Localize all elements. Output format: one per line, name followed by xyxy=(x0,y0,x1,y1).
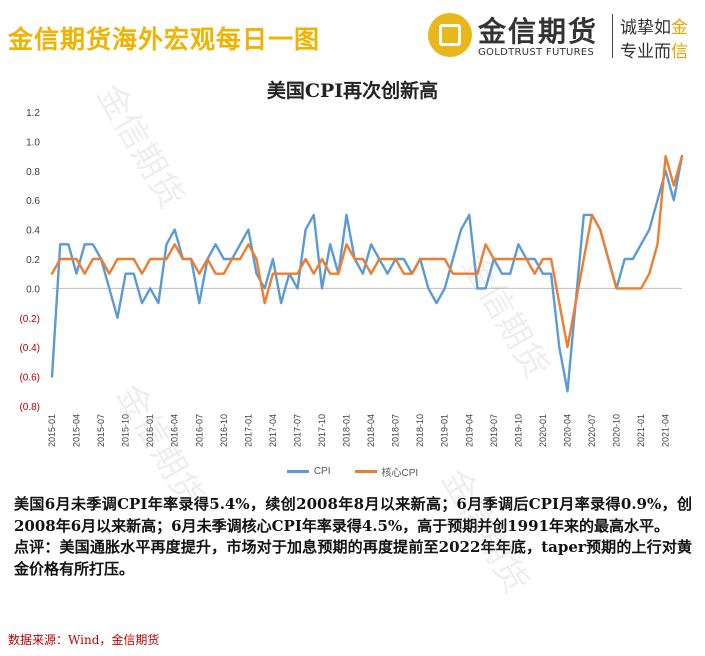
x-tick-label: 2017-10 xyxy=(317,414,327,447)
y-tick-label: (0.4) xyxy=(19,343,40,354)
x-tick-label: 2015-07 xyxy=(96,414,106,447)
x-tick-label: 2019-04 xyxy=(464,414,474,447)
core-cpi-series-line xyxy=(50,154,684,349)
x-tick-label: 2017-04 xyxy=(268,414,278,447)
logo-english-name: GOLDTRUST FUTURES xyxy=(478,47,595,58)
x-tick-label: 2019-01 xyxy=(440,414,450,447)
x-tick-label: 2021-04 xyxy=(661,414,671,447)
x-tick-label: 2016-10 xyxy=(219,414,229,447)
y-tick-label: 0.2 xyxy=(26,255,40,266)
y-tick-label: 1.2 xyxy=(26,108,40,119)
chart-title: 美国CPI再次创新高 xyxy=(266,80,439,102)
header: 金信期货海外宏观每日一图 金信期货 GOLDTRUST FUTURES 诚挚如金… xyxy=(0,0,705,68)
x-tick-label: 2016-04 xyxy=(170,414,180,447)
legend-swatch-cpi xyxy=(286,470,309,473)
x-tick-label: 2019-07 xyxy=(489,414,499,447)
logo-divider xyxy=(612,14,613,58)
legend-item-cpi: CPI xyxy=(286,464,331,479)
x-tick-label: 2020-07 xyxy=(587,414,597,447)
x-tick-label: 2016-07 xyxy=(194,414,204,447)
goldtrust-logo-icon xyxy=(428,13,472,57)
cpi-line-chart: 1.2 1.0 0.8 0.6 0.4 0.2 0.0 (0.2) (0.4) (0.6) (0.8… xyxy=(19,108,684,447)
x-tick-label: 2020-01 xyxy=(538,414,548,447)
y-tick-label: (0.8) xyxy=(19,402,40,413)
legend-label-core-cpi: 核心CPI xyxy=(381,468,419,479)
legend-item-core-cpi: 核心CPI xyxy=(354,464,419,479)
description-text: 美国6月未季调CPI年率录得5.4%，续创2008年8月以来新高；6月季调后CP… xyxy=(14,495,692,535)
legend-swatch-core-cpi xyxy=(354,470,377,473)
data-source: 数据来源：Wind，金信期货 xyxy=(8,633,160,647)
x-tick-label: 2020-04 xyxy=(562,414,572,447)
logo-chinese-name: 金信期货 xyxy=(478,15,599,48)
x-tick-label: 2015-01 xyxy=(47,414,57,447)
slogan-line-2: 专业而信 xyxy=(620,42,688,62)
slogan-line-1: 诚挚如金 xyxy=(620,18,688,38)
y-tick-label: 0.6 xyxy=(26,196,40,207)
x-tick-label: 2021-01 xyxy=(636,414,646,447)
description-block: 美国6月未季调CPI年率录得5.4%，续创2008年8月以来新高；6月季调后CP… xyxy=(14,494,692,580)
x-tick-label: 2018-04 xyxy=(366,414,376,447)
y-tick-label: (0.2) xyxy=(19,314,40,325)
chart-legend: CPI 核心CPI xyxy=(0,464,705,479)
brand-title: 金信期货海外宏观每日一图 xyxy=(8,25,321,54)
x-tick-label: 2017-07 xyxy=(292,414,302,447)
y-tick-label: 0.0 xyxy=(26,284,40,295)
comment-text: 点评：美国通胀水平再度提升，市场对于加息预期的再度提前至2022年年底，tape… xyxy=(14,538,692,578)
y-tick-label: (0.6) xyxy=(19,373,40,384)
x-tick-label: 2016-01 xyxy=(145,414,155,447)
x-tick-label: 2018-01 xyxy=(342,414,352,447)
x-tick-label: 2015-04 xyxy=(72,414,82,447)
x-tick-label: 2018-07 xyxy=(391,414,401,447)
x-tick-label: 2018-10 xyxy=(415,414,425,447)
y-tick-label: 0.4 xyxy=(26,226,40,237)
cpi-series-line xyxy=(50,154,684,393)
y-tick-label: 1.0 xyxy=(26,137,40,148)
y-tick-label: 0.8 xyxy=(26,167,40,178)
x-tick-label: 2017-01 xyxy=(243,414,253,447)
legend-label-cpi: CPI xyxy=(313,466,331,477)
x-tick-label: 2015-10 xyxy=(121,414,131,447)
x-tick-label: 2019-10 xyxy=(513,414,523,447)
x-tick-label: 2020-10 xyxy=(612,414,622,447)
